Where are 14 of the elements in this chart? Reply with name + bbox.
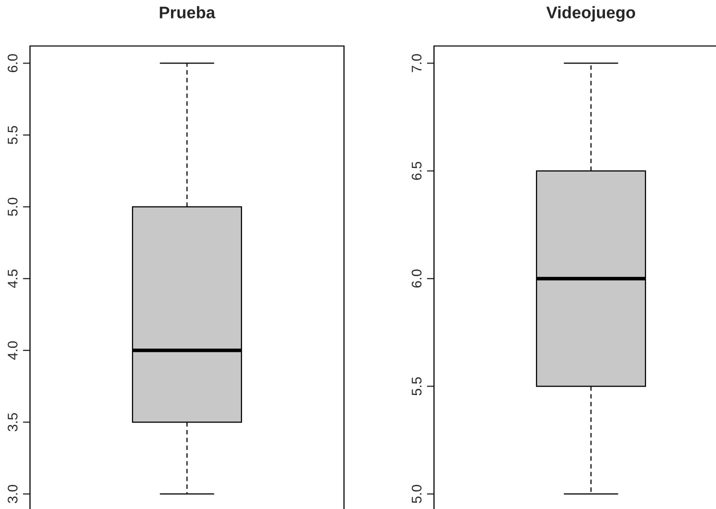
y-tick-label: 5.0	[412, 484, 422, 504]
y-tick-label: 6.0	[412, 269, 422, 288]
y-tick-label: 6.0	[8, 54, 18, 72]
chart-title: Prueba	[160, 6, 216, 18]
y-tick-label: 7.0	[412, 54, 422, 72]
y-tick-label: 4.0	[8, 341, 18, 360]
y-tick-label: 5.0	[8, 198, 18, 216]
y-tick-label: 3.0	[8, 484, 18, 504]
y-tick-label: 5.5	[412, 377, 422, 396]
y-tick-label: 6.5	[412, 162, 422, 180]
chart-title: Videojuego	[546, 6, 636, 22]
y-tick-label: 3.5	[8, 413, 18, 432]
y-tick-label: 4.5	[8, 270, 18, 288]
y-tick-label: 5.5	[8, 126, 18, 144]
